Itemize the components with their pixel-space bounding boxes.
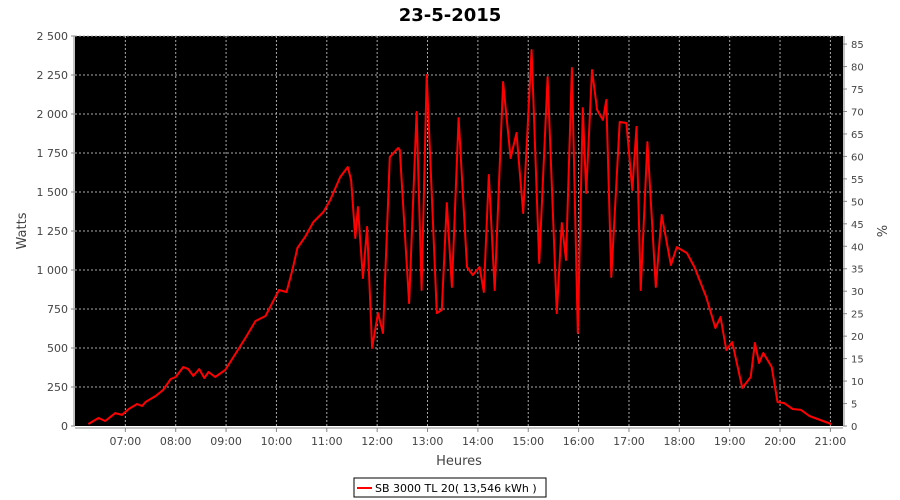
- y-tick-label: 2 250: [37, 69, 69, 82]
- y-right-tick-label: 65: [851, 130, 864, 141]
- legend: SB 3000 TL 20( 13,546 kWh ): [353, 477, 547, 498]
- y-right-tick-label: 55: [851, 175, 864, 186]
- y-right-tick-label: 25: [851, 310, 864, 321]
- x-tick-label: 16:00: [563, 435, 595, 448]
- y-tick-label: 1 750: [37, 147, 69, 160]
- y-right-tick-label: 35: [851, 265, 864, 276]
- x-tick-label: 19:00: [714, 435, 746, 448]
- y-right-tick-label: 70: [851, 107, 864, 118]
- y-tick-label: 1 000: [37, 264, 69, 277]
- y-right-tick-label: 60: [851, 152, 864, 163]
- y-tick-label: 750: [47, 303, 68, 316]
- x-tick-label: 18:00: [663, 435, 695, 448]
- y-axis-label: Watts: [15, 212, 30, 249]
- x-tick-label: 21:00: [815, 435, 847, 448]
- x-tick-label: 08:00: [160, 435, 192, 448]
- x-tick-label: 14:00: [462, 435, 494, 448]
- y-right-tick-label: 40: [851, 242, 864, 253]
- y-right-tick-label: 10: [851, 377, 864, 388]
- y-right-tick-label: 45: [851, 220, 864, 231]
- y-right-tick-label: 20: [851, 332, 864, 343]
- x-tick-label: 20:00: [764, 435, 796, 448]
- y-right-tick-label: 50: [851, 197, 864, 208]
- y-tick-label: 2 500: [37, 30, 69, 43]
- x-tick-label: 13:00: [412, 435, 444, 448]
- legend-box: [353, 477, 547, 498]
- x-axis-label: Heures: [436, 454, 482, 469]
- chart-title: 23-5-2015: [399, 5, 502, 26]
- series-line: [87, 49, 832, 425]
- y-right-tick-label: 15: [851, 355, 864, 366]
- y-tick-label: 1 500: [37, 186, 69, 199]
- y-tick-label: 250: [47, 381, 68, 394]
- y-tick-label: 1 250: [37, 225, 69, 238]
- y-tick-label: 500: [47, 342, 68, 355]
- y-axis-right-label: %: [873, 225, 888, 237]
- x-tick-label: 17:00: [613, 435, 645, 448]
- x-tick-label: 07:00: [110, 435, 142, 448]
- y-right-tick-label: 0: [851, 422, 857, 433]
- x-tick-label: 09:00: [210, 435, 242, 448]
- y-tick-label: 2 000: [37, 108, 69, 121]
- y-right-tick-label: 75: [851, 85, 864, 96]
- y-right-tick-label: 80: [851, 63, 864, 74]
- grid: [75, 35, 843, 426]
- y-right-tick-label: 30: [851, 287, 864, 298]
- x-tick-label: 15:00: [512, 435, 544, 448]
- x-tick-label: 11:00: [311, 435, 343, 448]
- x-tick-label: 10:00: [261, 435, 293, 448]
- y-right-tick-label: 5: [851, 400, 857, 411]
- y-tick-label: 0: [61, 420, 68, 433]
- x-tick-label: 12:00: [361, 435, 393, 448]
- y-right-tick-label: 85: [851, 40, 864, 51]
- legend-label: SB 3000 TL 20( 13,546 kWh ): [375, 482, 537, 495]
